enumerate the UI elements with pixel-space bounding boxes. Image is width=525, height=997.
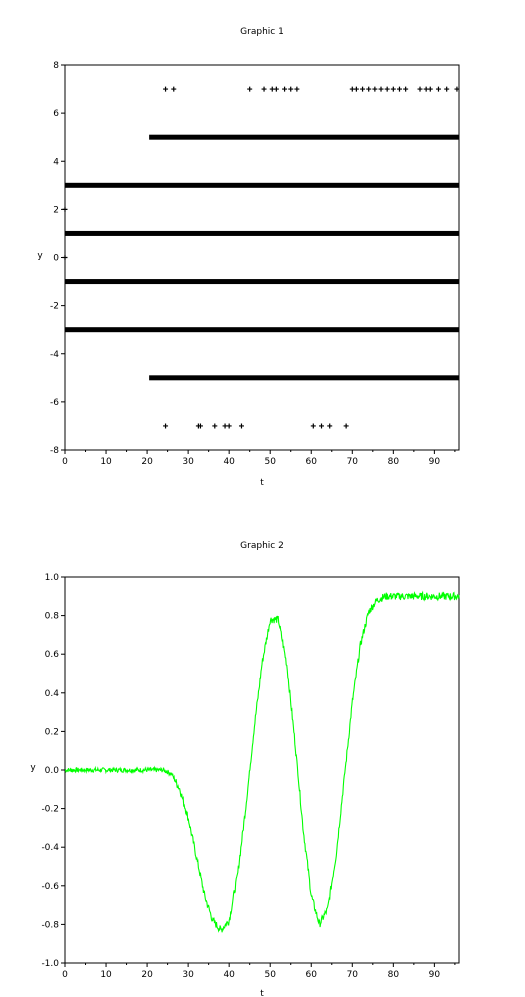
x-tick-label: 60 (306, 457, 318, 467)
scatter-point (212, 423, 218, 429)
x-tick-label: 50 (264, 970, 276, 980)
x-tick-label: 90 (429, 457, 441, 467)
scatter-point (366, 86, 372, 92)
scatter-band (65, 230, 459, 236)
y-tick-label: -6 (50, 398, 59, 408)
x-tick-label: 20 (141, 457, 153, 467)
scatter-band (149, 134, 459, 140)
y-tick-label: -0.2 (41, 805, 59, 815)
y-tick-label: -1.0 (41, 959, 59, 969)
chart-2-y-axis: -1.0 -0.8 -0.6 -0.4 -0.2 0.0 0.2 0.4 0.6 0.8 1.0 (41, 573, 65, 969)
scatter-point (319, 423, 325, 429)
x-tick-label: 70 (347, 457, 359, 467)
scatter-point (360, 86, 366, 92)
scatter-point (435, 86, 441, 92)
chart-1-title: Graphic 1 (240, 27, 284, 37)
y-tick-label: -0.4 (41, 843, 59, 853)
chart-2-title: Graphic 2 (240, 541, 284, 551)
y-tick-label: -0.6 (41, 882, 59, 892)
x-tick-label: 40 (223, 457, 235, 467)
y-tick-label: 0.4 (45, 689, 60, 699)
chart-1-plot-frame (64, 64, 460, 451)
scatter-point (396, 86, 402, 92)
y-tick-label: 1.0 (45, 573, 60, 583)
x-tick-label: 10 (100, 970, 112, 980)
y-tick-label: 0.0 (45, 766, 60, 776)
chart-1: Graphic 1 0 10 20 30 40 50 60 70 80 90 -8 -6 -4 -2 0 2… (37, 27, 460, 488)
chart-1-xlabel: t (260, 478, 264, 488)
x-tick-label: 0 (62, 970, 68, 980)
y-tick-label: -2 (50, 302, 59, 312)
x-tick-label: 40 (223, 970, 235, 980)
y-tick-label: -8 (50, 446, 59, 456)
y-tick-label: 0.8 (45, 612, 60, 622)
scatter-point (390, 86, 396, 92)
scatter-point (288, 86, 294, 92)
x-tick-label: 0 (62, 457, 68, 467)
chart-1-ylabel: y (37, 251, 43, 261)
chart-2-ylabel: y (30, 763, 36, 773)
scatter-point (403, 86, 409, 92)
scatter-point (454, 86, 460, 92)
y-tick-label: -4 (50, 350, 59, 360)
chart-2-x-axis: 0 10 20 30 40 50 60 70 80 90 (62, 963, 456, 980)
scatter-point (171, 86, 177, 92)
scatter-point (310, 423, 316, 429)
y-tick-label: 6 (53, 109, 59, 119)
scatter-point (378, 86, 384, 92)
scatter-point (282, 86, 288, 92)
chart-2: Graphic 2 0 10 20 30 40 50 60 70 80 90 -1.0 -0.8 -0… (30, 541, 460, 997)
x-tick-label: 50 (264, 457, 276, 467)
scatter-point (353, 86, 359, 92)
scatter-point (247, 86, 253, 92)
scatter-point (372, 86, 378, 92)
scatter-point (238, 423, 244, 429)
scatter-point (226, 423, 232, 429)
scatter-point (163, 423, 169, 429)
y-tick-label: 0.2 (45, 727, 59, 737)
x-tick-label: 80 (388, 970, 400, 980)
y-tick-label: 0.6 (45, 650, 60, 660)
x-tick-label: 30 (182, 457, 194, 467)
chart-1-y-axis: -8 -6 -4 -2 0 2 4 6 8 (50, 61, 65, 456)
scatter-point (163, 86, 169, 92)
chart-2-marks (64, 590, 460, 933)
chart-1-x-axis: 0 10 20 30 40 50 60 70 80 90 (62, 450, 456, 467)
y-tick-label: 4 (53, 157, 59, 167)
y-tick-label: 0 (53, 254, 59, 264)
scatter-point (327, 423, 333, 429)
scatter-point (427, 86, 433, 92)
x-tick-label: 20 (141, 970, 153, 980)
scatter-point (384, 86, 390, 92)
scatter-point (197, 423, 203, 429)
y-tick-label: 2 (53, 205, 59, 215)
scatter-band (65, 182, 459, 188)
scatter-point (343, 423, 349, 429)
scatter-point (294, 86, 300, 92)
y-tick-label: 8 (53, 61, 59, 71)
y-tick-label: -0.8 (41, 920, 59, 930)
x-tick-label: 80 (388, 457, 400, 467)
scatter-point (444, 86, 450, 92)
scatter-point (261, 86, 267, 92)
x-tick-label: 10 (100, 457, 112, 467)
scatter-band (149, 375, 459, 381)
line-series (64, 590, 460, 933)
x-tick-label: 60 (306, 970, 318, 980)
scatter-point (417, 86, 423, 92)
chart-1-marks (62, 86, 460, 429)
x-tick-label: 90 (429, 970, 441, 980)
scatter-point (273, 86, 279, 92)
x-tick-label: 70 (347, 970, 359, 980)
scatter-band (65, 279, 459, 285)
chart-2-xlabel: t (260, 989, 264, 997)
x-tick-label: 30 (182, 970, 194, 980)
scatter-band (65, 327, 459, 333)
